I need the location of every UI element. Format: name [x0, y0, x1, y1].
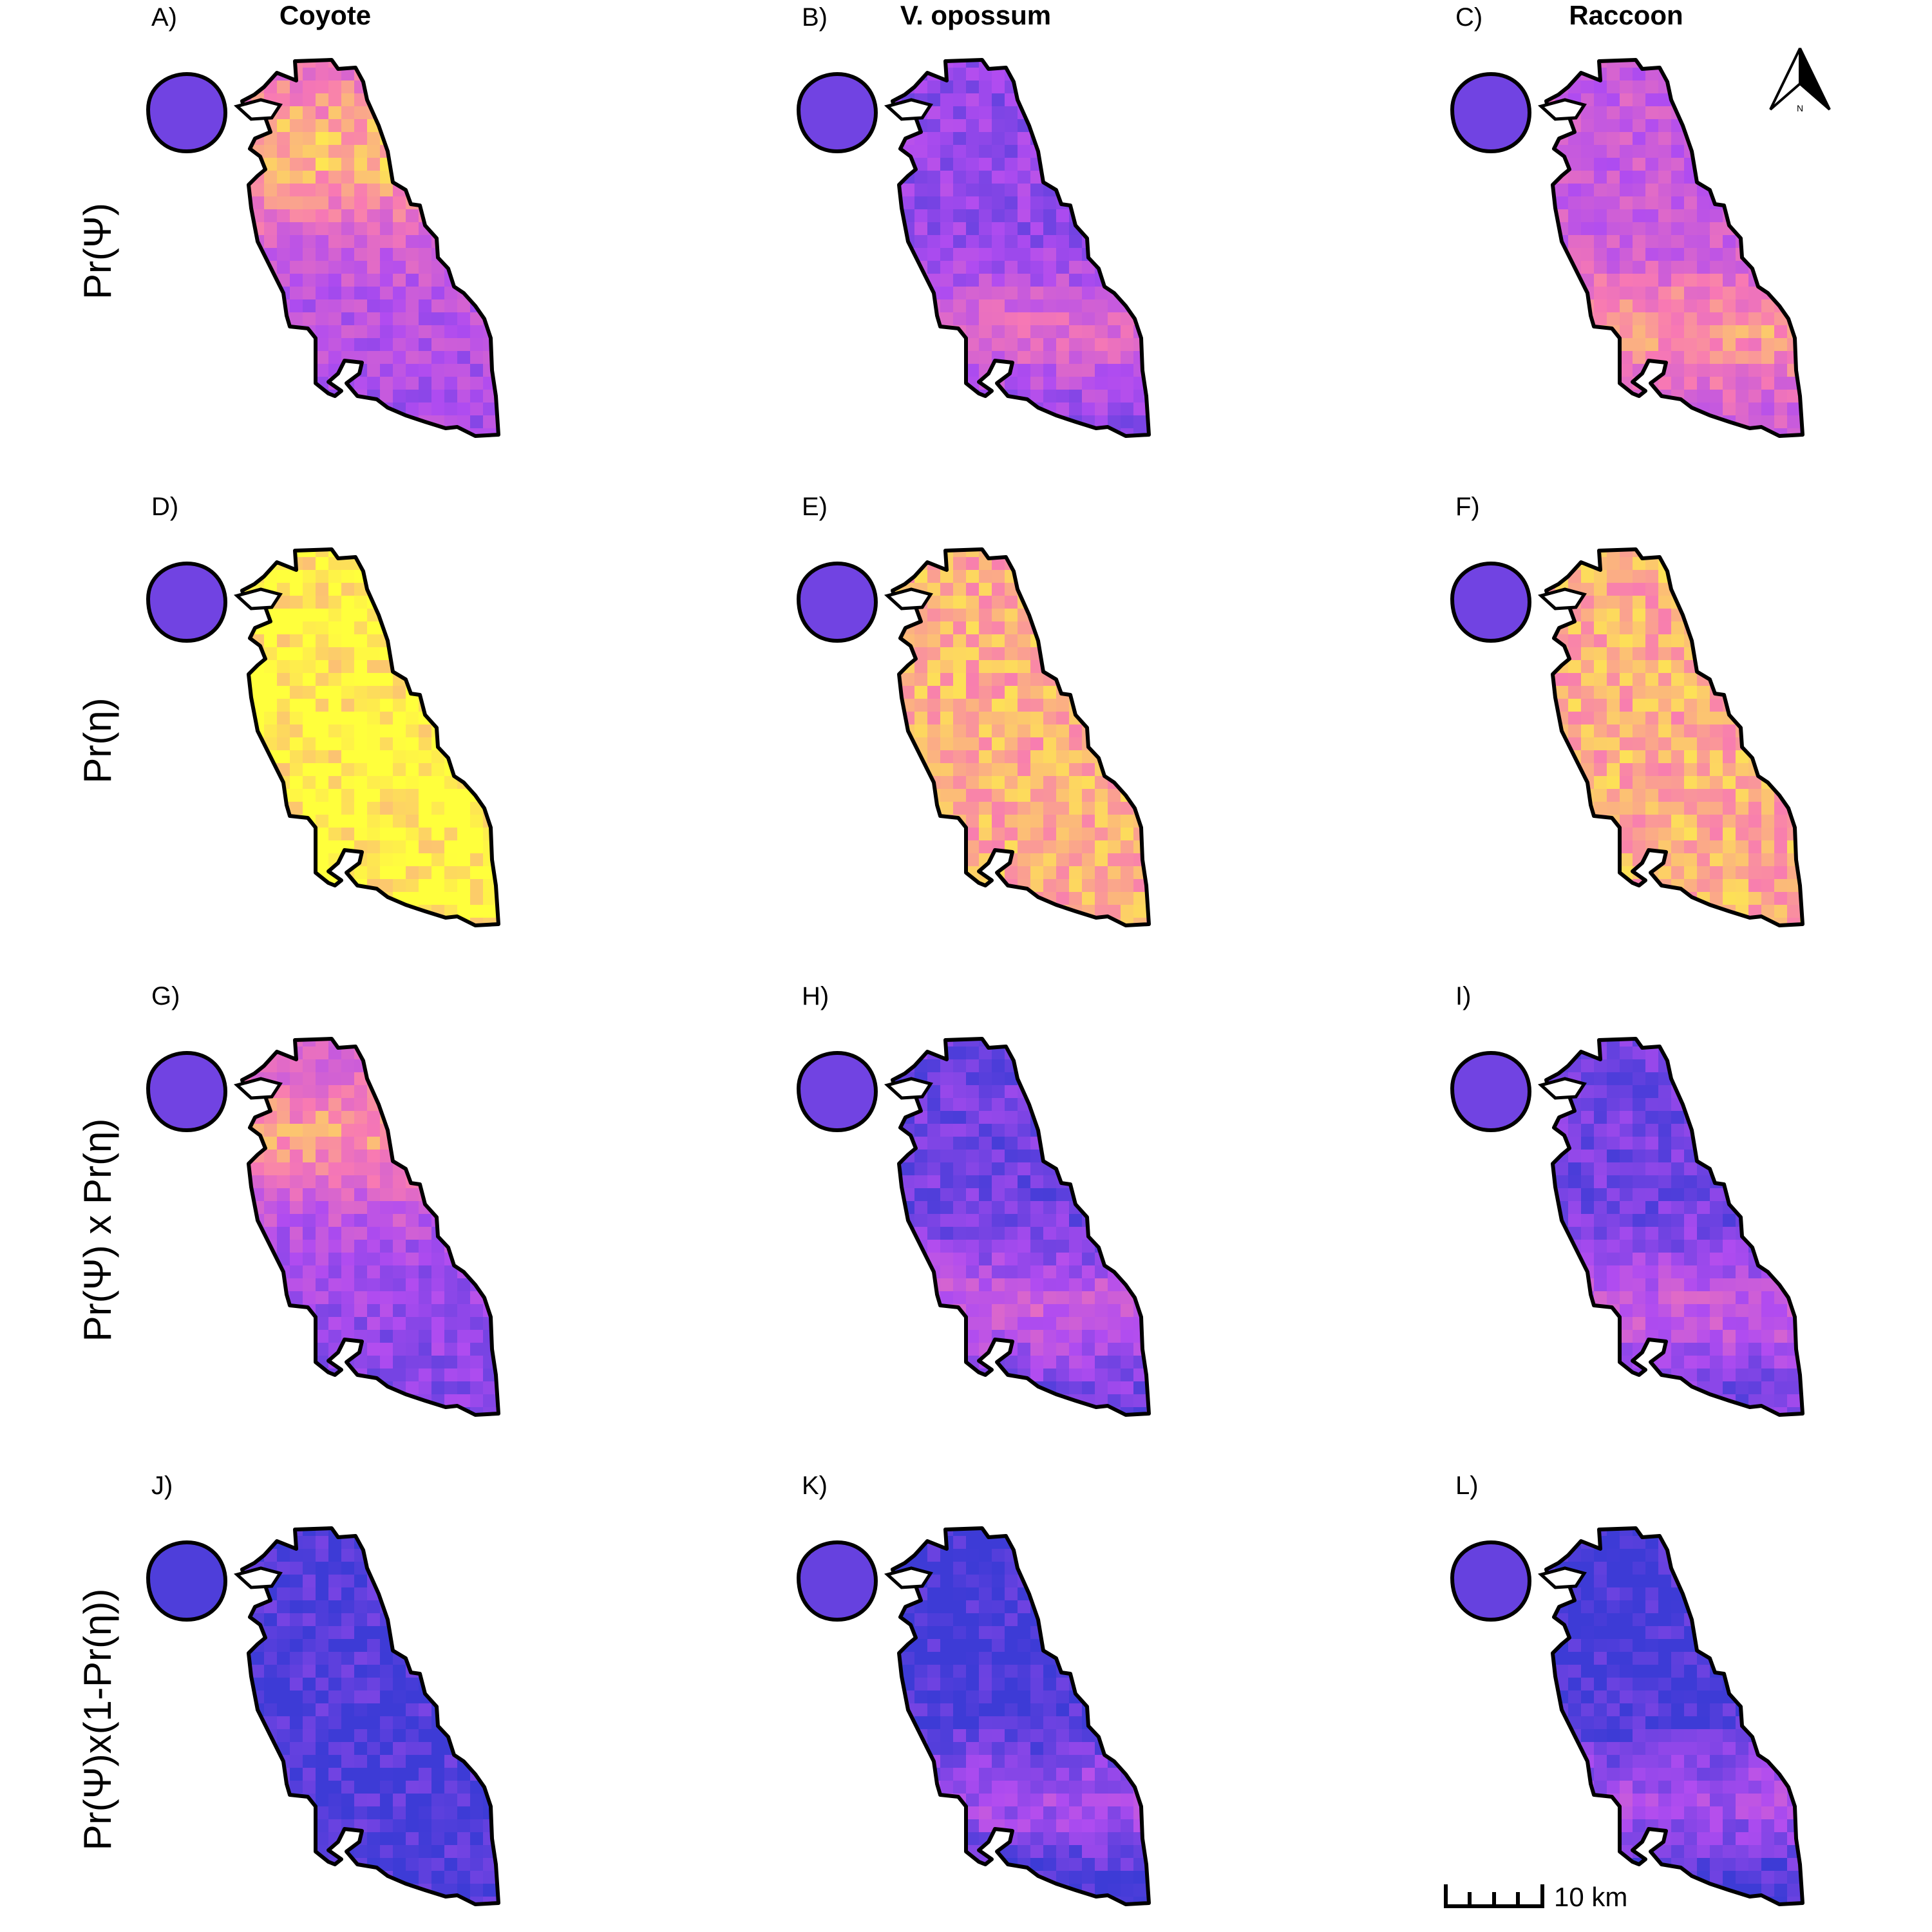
north-arrow-label: N — [1797, 103, 1803, 113]
panel-label: E) — [802, 493, 828, 521]
map-panel: D) — [146, 493, 500, 927]
map-panel: A) — [146, 3, 500, 438]
airport-area — [796, 1540, 878, 1622]
city-boundary — [1544, 1037, 1804, 1417]
map-panel: K) — [796, 1472, 1151, 1906]
city-boundary — [1544, 58, 1804, 438]
map-panel: L) — [1450, 1472, 1804, 1906]
airport-area — [1450, 1540, 1532, 1622]
row-label-complement: Pr(Ψ)x(1-Pr(η)) — [76, 1589, 119, 1851]
city-boundary — [240, 547, 500, 927]
scale-bar-label: 10 km — [1554, 1882, 1627, 1912]
map-panel: C) — [1450, 3, 1804, 438]
map-panel: H) — [796, 982, 1151, 1417]
airport-area — [1450, 71, 1532, 154]
panel-label: I) — [1455, 982, 1471, 1010]
map-panel: J) — [146, 1472, 500, 1906]
city-boundary — [1544, 547, 1804, 927]
city-boundary — [891, 1526, 1151, 1906]
column-title-coyote: Coyote — [279, 0, 371, 30]
panel-label: J) — [151, 1472, 173, 1500]
row-label-product: Pr(Ψ) x Pr(η) — [76, 1119, 119, 1342]
airport-area — [146, 71, 228, 154]
panel-label: F) — [1455, 493, 1480, 521]
panel-label: A) — [151, 3, 177, 32]
column-title-opossum: V. opossum — [900, 0, 1051, 30]
airport-area — [146, 1540, 228, 1622]
city-boundary — [240, 58, 500, 438]
scale-bar: 10 km — [1444, 1882, 1627, 1912]
airport-area — [796, 71, 878, 154]
map-panel: E) — [796, 493, 1151, 927]
row-label-eta: Pr(η) — [76, 697, 119, 783]
map-panel: B) — [796, 3, 1151, 438]
panel-label: D) — [151, 493, 178, 521]
airport-area — [146, 1050, 228, 1133]
panel-label: H) — [802, 982, 829, 1010]
city-boundary — [240, 1037, 500, 1417]
map-panel: I) — [1450, 982, 1804, 1417]
city-boundary — [240, 1526, 500, 1906]
map-panel: G) — [146, 982, 500, 1417]
airport-area — [796, 561, 878, 643]
city-boundary — [891, 547, 1151, 927]
airport-area — [1450, 561, 1532, 643]
airport-area — [796, 1050, 878, 1133]
panel-label: B) — [802, 3, 828, 32]
city-boundary — [891, 1037, 1151, 1417]
panel-label: K) — [802, 1472, 828, 1500]
north-arrow-icon: N — [1769, 48, 1831, 113]
panel-label: L) — [1455, 1472, 1479, 1500]
city-boundary — [891, 58, 1151, 438]
panel-label: G) — [151, 982, 180, 1010]
column-title-raccoon: Raccoon — [1569, 0, 1683, 30]
row-label-occupancy: Pr(Ψ) — [76, 203, 119, 299]
panel-grid: A) B) C) D) E) F) G) H) I) J) K) L) — [146, 3, 1804, 1906]
map-panel: F) — [1450, 493, 1804, 927]
airport-area — [146, 561, 228, 643]
airport-area — [1450, 1050, 1532, 1133]
city-boundary — [1544, 1526, 1804, 1906]
panel-label: C) — [1455, 3, 1482, 32]
